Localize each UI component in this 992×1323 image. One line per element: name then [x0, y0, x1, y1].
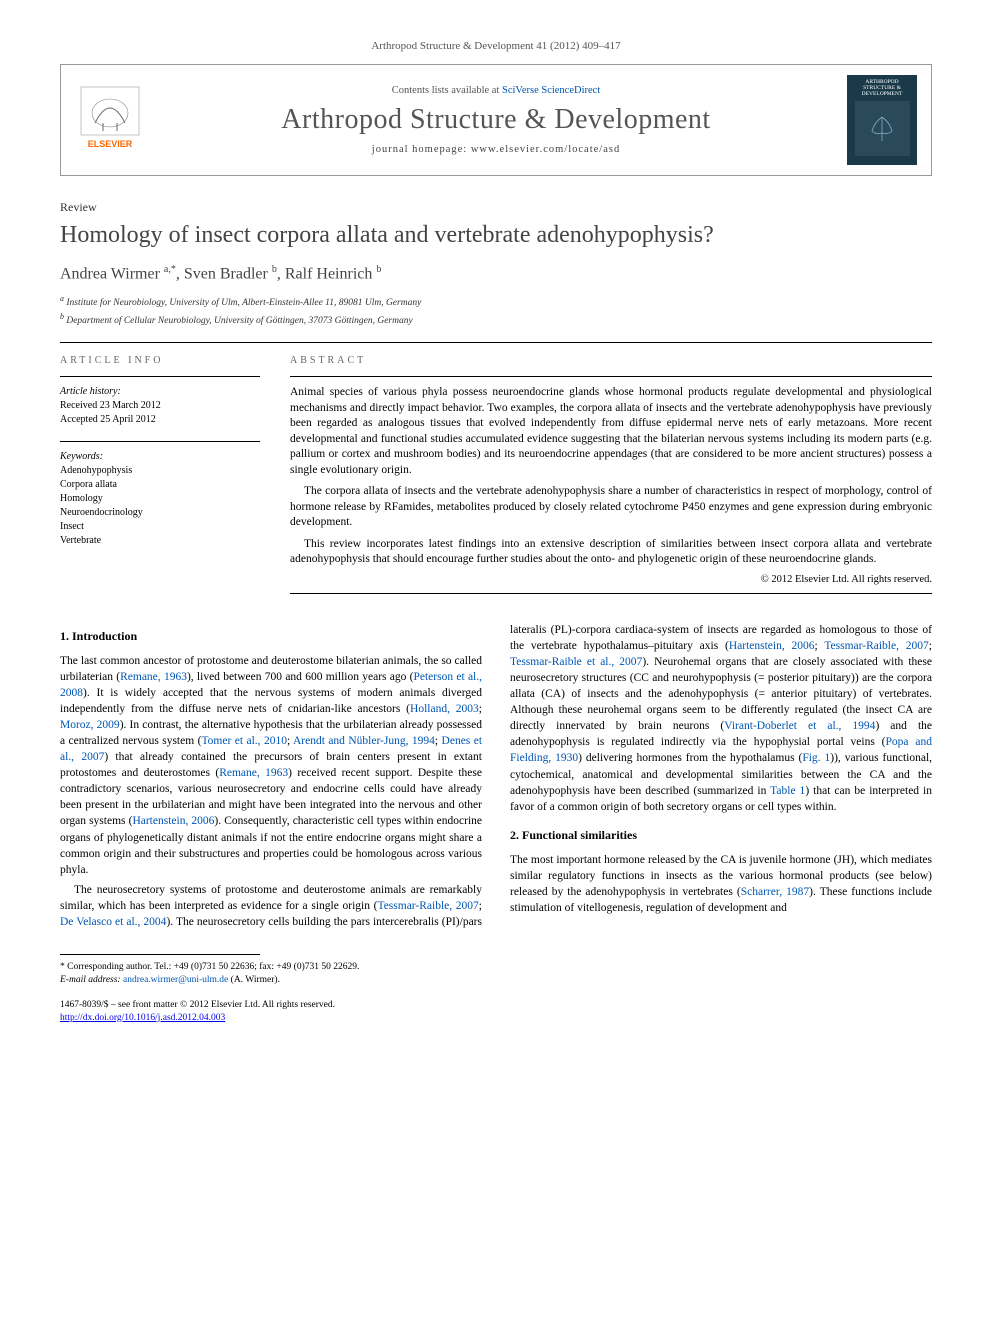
header-center: Contents lists available at SciVerse Sci…	[161, 85, 831, 155]
keyword: Vertebrate	[60, 534, 260, 548]
affiliation-b: b Department of Cellular Neurobiology, U…	[60, 311, 932, 328]
keywords-label: Keywords:	[60, 450, 260, 464]
homepage-url: www.elsevier.com/locate/asd	[471, 144, 620, 155]
article-info-label: ARTICLE INFO	[60, 355, 260, 366]
article-title: Homology of insect corpora allata and ve…	[60, 221, 932, 250]
email-label: E-mail address:	[60, 975, 123, 985]
ref-link[interactable]: Hartenstein, 2006	[729, 640, 815, 652]
article-history: Article history: Received 23 March 2012 …	[60, 385, 260, 427]
keyword: Corpora allata	[60, 478, 260, 492]
footer-divider	[60, 954, 260, 955]
affiliations: a Institute for Neurobiology, University…	[60, 293, 932, 328]
ref-link[interactable]: Tessmar-Raible, 2007	[824, 640, 928, 652]
sciencedirect-link[interactable]: SciVerse ScienceDirect	[502, 85, 600, 96]
footer-copyright: 1467-8039/$ – see front matter © 2012 El…	[60, 999, 932, 1025]
ref-link[interactable]: Scharrer, 1987	[741, 886, 809, 898]
accepted-date: Accepted 25 April 2012	[60, 413, 260, 427]
contents-prefix: Contents lists available at	[392, 85, 502, 96]
abstract-divider	[290, 376, 932, 377]
ref-link[interactable]: Arendt and Nübler-Jung, 1994	[293, 735, 435, 747]
keyword: Homology	[60, 492, 260, 506]
divider	[60, 342, 932, 343]
intro-p1: The last common ancestor of protostome a…	[60, 653, 482, 878]
functional-heading: 2. Functional similarities	[510, 827, 932, 844]
info-divider	[60, 376, 260, 377]
journal-cover-thumbnail: ARTHROPOD STRUCTURE & DEVELOPMENT	[847, 75, 917, 165]
journal-name: Arthropod Structure & Development	[161, 104, 831, 136]
ref-link[interactable]: Tessmar-Raible, 2007	[377, 900, 478, 912]
citation-line: Arthropod Structure & Development 41 (20…	[60, 40, 932, 52]
cover-label: ARTHROPOD STRUCTURE & DEVELOPMENT	[849, 79, 915, 97]
ref-link[interactable]: Moroz, 2009	[60, 719, 120, 731]
ref-link[interactable]: De Velasco et al., 2004	[60, 916, 166, 928]
ref-link[interactable]: Tomer et al., 2010	[201, 735, 287, 747]
keyword: Adenohypophysis	[60, 464, 260, 478]
elsevier-text: ELSEVIER	[88, 139, 133, 149]
abstract-column: ABSTRACT Animal species of various phyla…	[290, 355, 932, 594]
ref-link[interactable]: Holland, 2003	[410, 703, 479, 715]
intro-heading: 1. Introduction	[60, 628, 482, 645]
article-type: Review	[60, 200, 932, 215]
email-link[interactable]: andrea.wirmer@uni-ulm.de	[123, 975, 228, 985]
ref-link[interactable]: Fig. 1	[802, 752, 830, 764]
affiliation-a: a Institute for Neurobiology, University…	[60, 293, 932, 310]
article-info-column: ARTICLE INFO Article history: Received 2…	[60, 355, 260, 594]
abstract-p1: Animal species of various phyla possess …	[290, 385, 932, 478]
info-divider-2	[60, 441, 260, 442]
ref-link[interactable]: Remane, 1963	[120, 671, 187, 683]
abstract-p3: This review incorporates latest findings…	[290, 537, 932, 568]
ref-link[interactable]: Remane, 1963	[219, 767, 288, 779]
journal-homepage: journal homepage: www.elsevier.com/locat…	[161, 144, 831, 155]
ref-link[interactable]: Virant-Doberlet et al., 1994	[724, 720, 875, 732]
issn-line: 1467-8039/$ – see front matter © 2012 El…	[60, 999, 932, 1012]
abstract-label: ABSTRACT	[290, 355, 932, 366]
body-text: 1. Introduction The last common ancestor…	[60, 622, 932, 930]
keyword: Neuroendocrinology	[60, 506, 260, 520]
func-p1: The most important hormone released by t…	[510, 852, 932, 916]
cover-image-icon	[855, 101, 910, 156]
received-date: Received 23 March 2012	[60, 399, 260, 413]
history-label: Article history:	[60, 385, 260, 399]
ref-link[interactable]: Hartenstein, 2006	[132, 815, 214, 827]
abstract-text: Animal species of various phyla possess …	[290, 385, 932, 568]
elsevier-logo: ELSEVIER	[75, 83, 145, 157]
corresponding-author: * Corresponding author. Tel.: +49 (0)731…	[60, 961, 932, 987]
homepage-prefix: journal homepage:	[372, 144, 471, 155]
abstract-copyright: © 2012 Elsevier Ltd. All rights reserved…	[290, 574, 932, 585]
doi-link[interactable]: http://dx.doi.org/10.1016/j.asd.2012.04.…	[60, 1013, 225, 1023]
tel: +49 (0)731 50 22636	[174, 962, 255, 972]
abstract-bottom-divider	[290, 593, 932, 594]
keyword: Insect	[60, 520, 260, 534]
keywords-block: Keywords: Adenohypophysis Corpora allata…	[60, 450, 260, 548]
fax: +49 (0)731 50 22629.	[276, 962, 359, 972]
ref-link[interactable]: Tessmar-Raible et al., 2007	[510, 656, 642, 668]
info-abstract-row: ARTICLE INFO Article history: Received 2…	[60, 355, 932, 594]
ref-link[interactable]: Table 1	[770, 785, 805, 797]
authors: Andrea Wirmer a,*, Sven Bradler b, Ralf …	[60, 264, 932, 283]
journal-header: ELSEVIER Contents lists available at Sci…	[60, 64, 932, 176]
contents-available: Contents lists available at SciVerse Sci…	[161, 85, 831, 96]
abstract-p2: The corpora allata of insects and the ve…	[290, 484, 932, 531]
